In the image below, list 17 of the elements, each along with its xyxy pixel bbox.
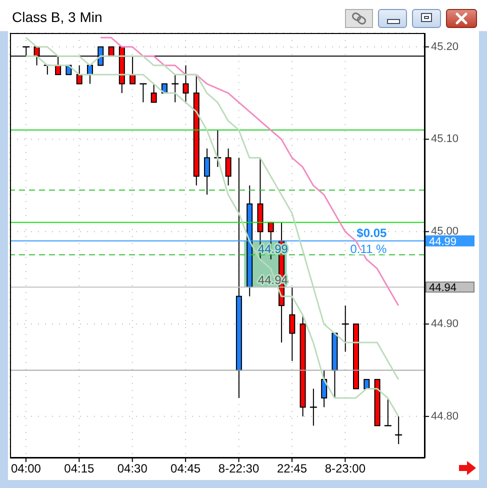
y-tick-label: 45.20 [431, 40, 459, 53]
ref-line-label: 44.94 [429, 282, 457, 294]
annotation: 0.11 % [350, 242, 388, 256]
ref-line-label: 44.99 [429, 236, 457, 248]
annotation: $0.05 [356, 226, 388, 240]
y-tick-label: 45.00 [431, 226, 459, 238]
x-tick-label: 04:45 [170, 462, 201, 476]
x-tick-label: 8-22:30 [218, 462, 260, 476]
chart-title: Class B, 3 Min [12, 9, 102, 25]
x-tick-label: 22:45 [276, 462, 308, 476]
x-tick-label: 8-23:00 [324, 462, 366, 476]
x-tick-label: 04:30 [117, 462, 148, 476]
y-tick-label: 44.90 [431, 318, 459, 330]
x-tick-label: 04:15 [64, 462, 95, 476]
x-tick-label: 04:00 [10, 462, 42, 476]
y-tick-label: 44.80 [431, 410, 459, 422]
y-tick-label: 45.10 [431, 133, 459, 146]
